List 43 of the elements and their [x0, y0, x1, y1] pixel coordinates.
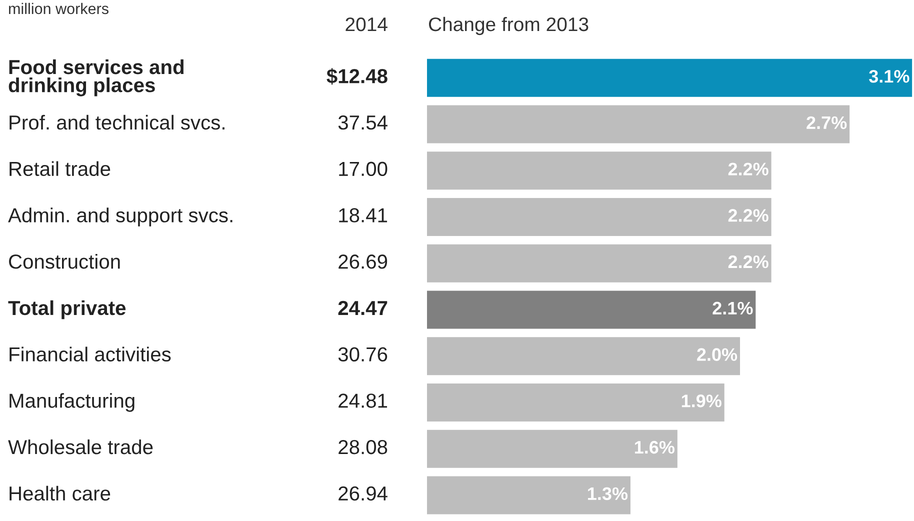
y-tick-label: Wholesale trade	[8, 439, 153, 454]
data-label: 1.9%	[682, 394, 722, 408]
bar	[427, 290, 756, 329]
text: 37.54	[338, 115, 388, 130]
y-tick-label: Construction	[9, 254, 120, 269]
text: 24.47	[338, 300, 388, 315]
bar	[427, 198, 772, 236]
data-label: 3.1%	[869, 70, 910, 83]
y-tick-label: Manufacturing	[10, 393, 134, 412]
bar	[427, 383, 724, 422]
data-label: 2.1%	[712, 302, 753, 315]
text: 30.76	[338, 347, 388, 362]
text: 26.69	[338, 254, 388, 269]
data-label: 1.6%	[634, 440, 675, 454]
text: million workers	[9, 2, 108, 14]
y-tick-label: Food services and drinking places	[8, 59, 184, 96]
y-tick-label: Admin. and support svcs.	[8, 208, 232, 226]
text: $12.48	[326, 68, 388, 85]
bar	[427, 476, 630, 514]
bar	[427, 58, 912, 97]
y-tick-label: Health care	[10, 486, 110, 501]
bar	[427, 105, 850, 144]
x-axis-title: Change from 2013	[428, 16, 588, 36]
data-label: 2.2%	[728, 209, 768, 222]
data-label: 2.0%	[697, 348, 738, 361]
data-label: 1.3%	[588, 487, 628, 500]
text: 18.41	[339, 208, 388, 222]
text: 17.00	[339, 162, 388, 176]
bar	[427, 337, 740, 376]
data-label: 2.2%	[728, 255, 768, 268]
data-label: 2.2%	[728, 162, 768, 176]
bar	[427, 244, 772, 282]
y-tick-label: Prof. and technical svcs.	[10, 114, 224, 130]
y-tick-label: Financial activities	[10, 346, 171, 362]
bar	[427, 152, 772, 190]
text: 24.81	[338, 394, 388, 408]
y-tick-label: Total private	[8, 300, 126, 320]
text: 28.08	[338, 440, 388, 454]
y-tick-label: Retail trade	[10, 161, 110, 176]
bar	[427, 430, 678, 468]
y2-axis-title: 2014	[346, 17, 388, 32]
data-label: 2.7%	[806, 116, 847, 130]
text: 26.94	[338, 486, 388, 501]
